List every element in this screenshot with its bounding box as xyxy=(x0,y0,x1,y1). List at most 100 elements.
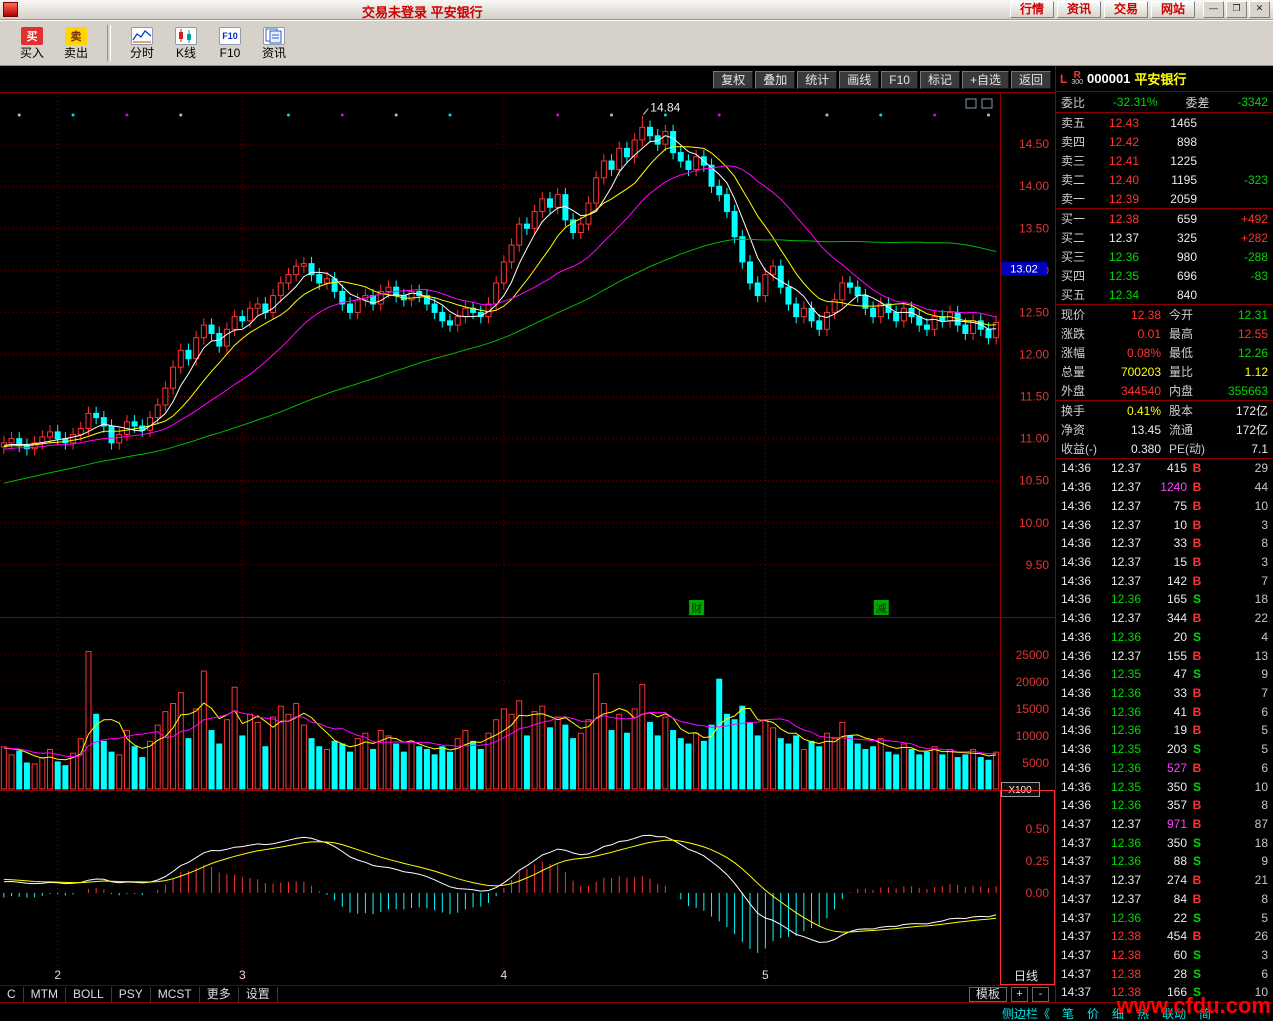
statusbar-item[interactable]: 细 xyxy=(1112,1007,1125,1021)
tick-volume: 274 xyxy=(1166,873,1187,888)
toolbar-kline-button[interactable]: K线 xyxy=(166,23,206,63)
svg-text:20000: 20000 xyxy=(1016,675,1050,689)
titlebar-menu-item[interactable]: 行情 xyxy=(1009,1,1054,18)
tick-count: 9 xyxy=(1261,854,1268,869)
chart-toolbar-button[interactable]: +自选 xyxy=(961,71,1009,89)
order-delta: +492 xyxy=(1240,211,1268,226)
order-book-row[interactable]: 卖二 12.40 1195 -323 xyxy=(1056,170,1273,189)
chart-toolbar-button[interactable]: 统计 xyxy=(797,71,838,89)
order-price: 12.43 xyxy=(1108,115,1139,130)
toolbar-sell-button[interactable]: 卖 卖出 xyxy=(56,23,96,63)
statusbar-item[interactable]: 联动 xyxy=(1162,1007,1187,1021)
divider xyxy=(1056,208,1273,209)
window-title: 交易未登录 平安银行 xyxy=(362,5,483,20)
indicator-tab[interactable]: MCST xyxy=(151,986,200,1002)
order-book-row[interactable]: 买二 12.37 325 +282 xyxy=(1056,228,1273,247)
main-toolbar: 买 买入 卖 卖出 分时 K线 F10 F10 资讯 xyxy=(0,20,1273,66)
remove-pane-button[interactable]: - xyxy=(1032,986,1049,1002)
kline-chart[interactable]: 14.5014.0013.5013.0012.5012.0011.5011.00… xyxy=(0,92,1055,985)
order-level-label: 买一 xyxy=(1061,212,1086,226)
order-delta: -288 xyxy=(1243,249,1268,264)
index-badge: R 300 xyxy=(1071,70,1083,86)
tick-direction: B xyxy=(1192,461,1202,476)
statusbar-item[interactable]: 笔 xyxy=(1062,1007,1075,1021)
chart-toolbar-button[interactable]: F10 xyxy=(881,71,918,89)
toolbar-news-button[interactable]: 资讯 xyxy=(254,23,294,63)
svg-text:14.50: 14.50 xyxy=(1019,137,1049,151)
statusbar-item[interactable]: 简 xyxy=(1199,1007,1212,1021)
tick-time: 14:36 xyxy=(1061,498,1092,513)
toolbar-intraday-button[interactable]: 分时 xyxy=(122,23,162,63)
tick-row: 14:37 12.37 84 B 8 xyxy=(1056,890,1273,909)
weicha-label: 委差 xyxy=(1185,95,1210,110)
tick-row: 14:37 12.37 971 B 87 xyxy=(1056,815,1273,834)
indicator-tab[interactable]: 设置 xyxy=(239,986,278,1002)
order-price: 12.41 xyxy=(1108,153,1139,168)
svg-text:日线: 日线 xyxy=(1014,969,1038,983)
order-book-row[interactable]: 买一 12.38 659 +492 xyxy=(1056,209,1273,228)
chart-toolbar-button[interactable]: 返回 xyxy=(1010,71,1051,89)
tick-volume: 350 xyxy=(1166,835,1187,850)
tick-count: 5 xyxy=(1261,742,1268,757)
indicator-tab[interactable]: BOLL xyxy=(66,986,112,1002)
titlebar-menu-item[interactable]: 资讯 xyxy=(1056,1,1101,18)
titlebar-menu-item[interactable]: 网站 xyxy=(1150,1,1195,18)
tick-row: 14:37 12.38 60 S 3 xyxy=(1056,946,1273,965)
tick-time: 14:36 xyxy=(1061,592,1092,607)
chart-toolbar-button[interactable]: 叠加 xyxy=(755,71,796,89)
info-label: 股本 xyxy=(1169,404,1194,418)
chart-area[interactable]: 14.5014.0013.5013.0012.5012.0011.5011.00… xyxy=(0,92,1055,985)
close-button[interactable]: ✕ xyxy=(1249,1,1270,18)
kline-chart-icon xyxy=(175,27,197,45)
title-bar: 交易未登录 平安银行 行情 资讯 交易 网站 — ❐ ✕ xyxy=(0,0,1273,20)
weibi-value: -32.31% xyxy=(1112,95,1158,109)
tick-direction: S xyxy=(1192,910,1201,925)
statusbar-item[interactable]: 价 xyxy=(1087,1007,1100,1021)
toolbar-f10-button[interactable]: F10 F10 xyxy=(210,23,250,63)
chart-toolbar-button[interactable]: 标记 xyxy=(919,71,960,89)
info-value: 344540 xyxy=(1120,383,1161,398)
info-label: 量比 xyxy=(1169,365,1194,379)
indicator-tab[interactable]: C xyxy=(0,986,24,1002)
tick-row: 14:36 12.37 33 B 8 xyxy=(1056,534,1273,553)
tick-direction: B xyxy=(1192,891,1202,906)
template-button[interactable]: 模板 xyxy=(968,986,1007,1002)
titlebar-menu-item[interactable]: 交易 xyxy=(1103,1,1148,18)
order-level-label: 卖一 xyxy=(1061,192,1086,206)
toolbar-buy-button[interactable]: 买 买入 xyxy=(12,23,52,63)
tick-count: 7 xyxy=(1261,573,1268,588)
add-pane-button[interactable]: + xyxy=(1011,986,1028,1002)
indicator-tab[interactable]: PSY xyxy=(112,986,151,1002)
order-book-row[interactable]: 买三 12.36 980 -288 xyxy=(1056,247,1273,266)
chart-toolbar-button[interactable]: 复权 xyxy=(713,71,754,89)
indicator-tab[interactable]: MTM xyxy=(24,986,66,1002)
order-price: 12.36 xyxy=(1108,249,1139,264)
order-book-row[interactable]: 卖五 12.43 1465 xyxy=(1056,113,1273,132)
statusbar-item[interactable]: 热 xyxy=(1137,1007,1150,1021)
order-book-row[interactable]: 卖一 12.39 2059 xyxy=(1056,189,1273,208)
order-book-row[interactable]: 卖四 12.42 898 xyxy=(1056,132,1273,151)
tick-row: 14:36 12.37 142 B 7 xyxy=(1056,571,1273,590)
tick-direction: B xyxy=(1192,517,1202,532)
quote-info-row: 涨幅 0.08% 最低 12.26 xyxy=(1056,343,1273,362)
tick-count: 7 xyxy=(1261,685,1268,700)
indicator-tab[interactable]: 更多 xyxy=(200,986,239,1002)
tick-price: 12.36 xyxy=(1110,835,1141,850)
chart-toolbar-button[interactable]: 画线 xyxy=(839,71,880,89)
toolbar-sell-label: 卖出 xyxy=(63,46,88,60)
tick-list[interactable]: 14:36 12.37 415 B 29 14:36 12.37 1240 B 44 14:36 12… xyxy=(1056,459,1273,1002)
order-book-row[interactable]: 卖三 12.41 1225 xyxy=(1056,151,1273,170)
order-delta: -323 xyxy=(1243,172,1268,187)
tick-volume: 15 xyxy=(1173,554,1187,569)
order-book-row[interactable]: 买四 12.35 696 -83 xyxy=(1056,266,1273,285)
tick-count: 18 xyxy=(1254,835,1268,850)
tick-direction: S xyxy=(1192,985,1201,1000)
minimize-button[interactable]: — xyxy=(1203,1,1224,18)
svg-text:15000: 15000 xyxy=(1016,702,1050,716)
order-book-row[interactable]: 买五 12.34 840 xyxy=(1056,285,1273,304)
maximize-button[interactable]: ❐ xyxy=(1226,1,1247,18)
tick-time: 14:36 xyxy=(1061,629,1092,644)
template-controls: 模板 + - xyxy=(968,986,1049,1002)
sidebar-toggle[interactable]: 侧边栏《 xyxy=(1002,1007,1051,1021)
indicator-tabs: C MTM BOLL PSY MCST 更多 设置 xyxy=(0,986,278,1002)
